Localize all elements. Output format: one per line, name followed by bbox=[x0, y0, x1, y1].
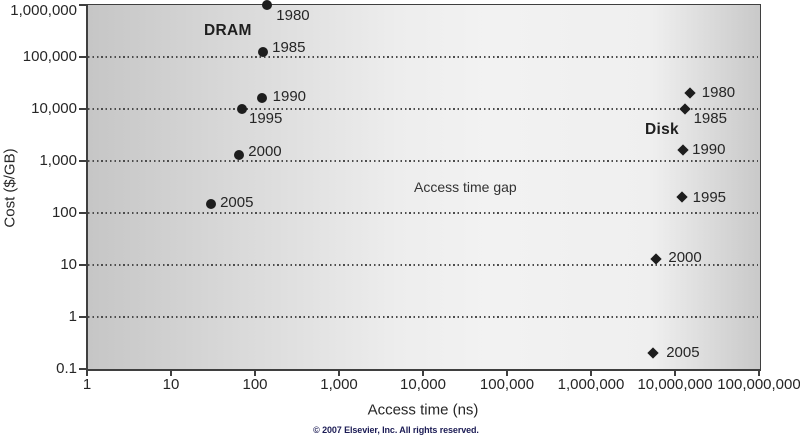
series-label-dram: DRAM bbox=[204, 22, 252, 39]
x-tick-label: 100 bbox=[242, 376, 268, 393]
x-tick-mark bbox=[170, 370, 172, 376]
point-year-label: 1995 bbox=[692, 189, 727, 207]
point-year-label: 2000 bbox=[668, 249, 702, 267]
y-tick-label: 100,000 bbox=[22, 48, 77, 65]
point-year-label: 1995 bbox=[248, 110, 283, 127]
point-year-label: 2000 bbox=[248, 143, 282, 161]
x-tick-mark bbox=[506, 370, 508, 376]
y-tick-mark bbox=[79, 4, 87, 6]
x-tick-label: 10 bbox=[162, 376, 180, 393]
point-year-label: 1990 bbox=[692, 141, 726, 159]
point-year-label: 1990 bbox=[272, 88, 307, 106]
copyright-credit: © 2007 Elsevier, Inc. All rights reserve… bbox=[313, 425, 479, 435]
data-point-dram bbox=[258, 46, 269, 57]
x-tick-mark bbox=[254, 370, 256, 376]
y-tick-mark bbox=[79, 368, 87, 370]
gridline-100000 bbox=[88, 56, 758, 58]
y-tick-label: 100 bbox=[51, 204, 77, 221]
gridline-10000 bbox=[88, 108, 758, 110]
point-year-label: 1985 bbox=[693, 110, 727, 127]
data-point-dram bbox=[234, 150, 245, 161]
y-tick-mark bbox=[79, 212, 87, 214]
point-year-label: 2005 bbox=[666, 344, 700, 362]
y-tick-mark bbox=[79, 264, 87, 266]
x-tick-label: 1 bbox=[82, 376, 92, 393]
y-tick-label: 1,000 bbox=[39, 152, 77, 169]
series-label-disk: Disk bbox=[645, 121, 679, 138]
x-tick-label: 10,000 bbox=[400, 376, 446, 393]
gridline-10 bbox=[88, 264, 758, 266]
x-tick-label: 100,000 bbox=[479, 376, 535, 393]
x-tick-mark bbox=[422, 370, 424, 376]
point-year-label: 1980 bbox=[276, 7, 310, 24]
x-tick-label: 100,000,000 bbox=[717, 376, 800, 393]
y-tick-label: 10,000 bbox=[31, 100, 77, 117]
y-tick-mark bbox=[79, 56, 87, 58]
x-tick-label: 10,000,000 bbox=[637, 376, 713, 393]
point-year-label: 1985 bbox=[272, 38, 306, 56]
plot-area bbox=[86, 4, 761, 371]
point-year-label: 1980 bbox=[701, 84, 736, 102]
data-point-dram bbox=[262, 0, 273, 10]
y-tick-label: 1 bbox=[68, 308, 77, 325]
x-tick-label: 1,000 bbox=[320, 376, 358, 393]
gridline-1 bbox=[88, 316, 758, 318]
x-tick-mark bbox=[758, 370, 760, 376]
y-tick-label: 1,000,000 bbox=[10, 2, 77, 19]
y-tick-mark bbox=[79, 108, 87, 110]
x-tick-mark bbox=[86, 370, 88, 376]
x-tick-mark bbox=[590, 370, 592, 376]
gridline-1000 bbox=[88, 160, 758, 162]
gridline-100 bbox=[88, 212, 758, 214]
data-point-dram bbox=[206, 198, 217, 209]
x-tick-mark bbox=[338, 370, 340, 376]
x-tick-mark bbox=[674, 370, 676, 376]
x-tick-label: 1,000,000 bbox=[557, 376, 625, 393]
data-point-dram bbox=[236, 104, 247, 114]
y-tick-label: 0.1 bbox=[56, 360, 77, 377]
y-tick-label: 10 bbox=[60, 256, 77, 273]
x-axis-title: Access time (ns) bbox=[367, 401, 479, 419]
data-point-dram bbox=[256, 93, 267, 104]
y-tick-mark bbox=[79, 316, 87, 318]
y-tick-mark bbox=[79, 160, 87, 162]
point-year-label: 2005 bbox=[220, 193, 254, 211]
annotation-access-time-gap: Access time gap bbox=[414, 179, 517, 195]
